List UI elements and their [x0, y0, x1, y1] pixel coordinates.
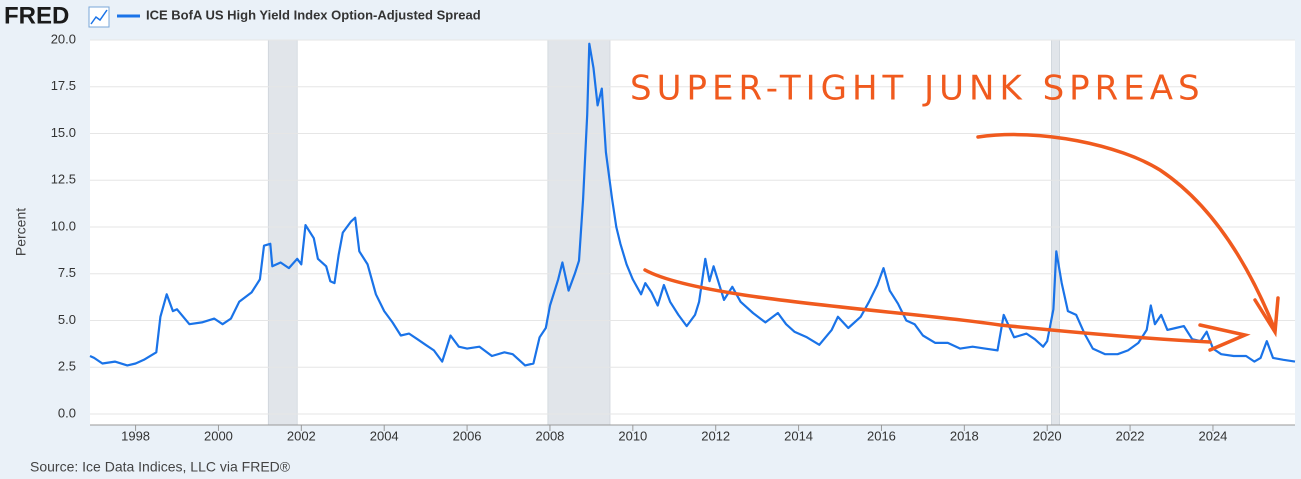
- x-tick-label: 2008: [535, 428, 564, 443]
- recession-band: [547, 39, 611, 426]
- y-tick-label: 17.5: [51, 78, 76, 93]
- x-tick-label: 2006: [453, 428, 482, 443]
- brand-icon: [88, 6, 110, 28]
- y-tick-label: 5.0: [58, 312, 76, 327]
- series-line: [89, 42, 1296, 367]
- y-axis-label: Percent: [13, 208, 29, 256]
- x-tick-label: 2014: [784, 428, 813, 443]
- brand: FRED: [4, 2, 69, 29]
- x-tick-label: 2016: [867, 428, 896, 443]
- y-tick-label: 12.5: [51, 172, 76, 187]
- y-tick-label: 2.5: [58, 359, 76, 374]
- y-tick-label: 0.0: [58, 405, 76, 420]
- plot-layer: 0.0 2.5 5.0 7.5 10.0 12.5 15.0 17.5 20.0 1998 2000…: [51, 31, 1296, 443]
- x-tick-label: 2022: [1116, 428, 1145, 443]
- annotation-arrows: [643, 132, 1280, 352]
- source: Source: Ice Data Indices, LLC via FRED®: [30, 459, 291, 475]
- recession-band: [267, 39, 298, 426]
- y-tick-label: 10.0: [51, 218, 76, 233]
- x-tick-label: 2002: [287, 428, 316, 443]
- y-tick-label: 15.0: [51, 125, 76, 140]
- arrow-long: [643, 268, 1212, 344]
- x-tick-label: 2018: [950, 428, 979, 443]
- annotation: SUPER-TIGHT JUNK SPREAS: [630, 69, 1205, 109]
- x-tick-label: 2004: [370, 428, 399, 443]
- x-tick-label: 2000: [204, 428, 233, 443]
- x-tick-label: 2012: [701, 428, 730, 443]
- x-tick-label: 2020: [1033, 428, 1062, 443]
- x-tick-label: 1998: [121, 428, 150, 443]
- brand-icon-line: [90, 9, 108, 25]
- arrow-curve: [976, 132, 1277, 332]
- y-tick-label: 7.5: [58, 265, 76, 280]
- arrow-curve-head: [1253, 296, 1280, 338]
- arrow-head: [1198, 323, 1251, 352]
- x-tick-label: 2010: [618, 428, 647, 443]
- y-tick-label: 20.0: [51, 31, 76, 46]
- legend-label: ICE BofA US High Yield Index Option-Adju…: [146, 7, 481, 22]
- x-tick-label: 2024: [1198, 428, 1227, 443]
